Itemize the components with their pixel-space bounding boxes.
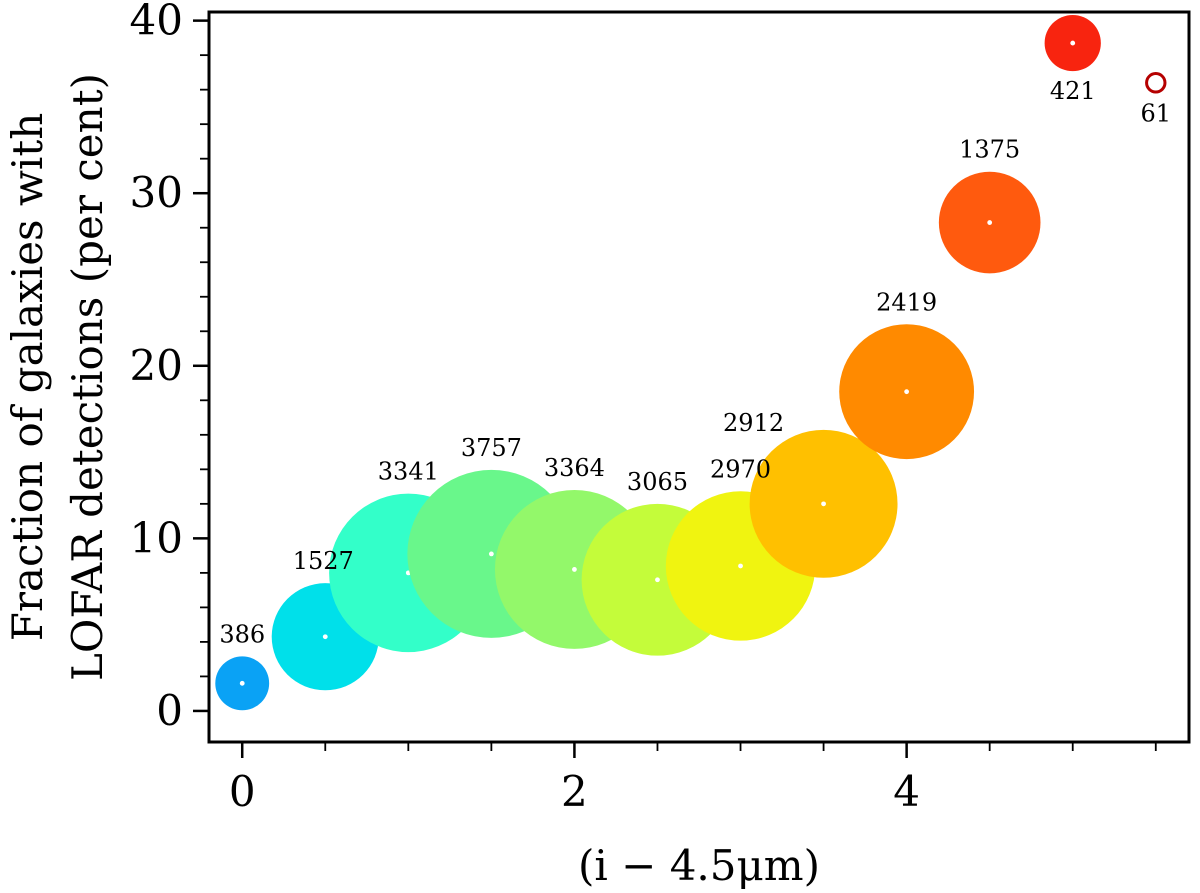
data-point-center-dot — [1153, 80, 1159, 86]
data-point-center-dot — [904, 389, 910, 395]
data-points — [215, 14, 1167, 711]
y-axis-title-line-1: Fraction of galaxies with — [3, 113, 52, 642]
data-point-center-dot — [488, 551, 494, 557]
data-point-center-dot — [821, 501, 826, 507]
point-count-label: 3341 — [378, 458, 439, 486]
point-count-label: 2912 — [723, 409, 784, 437]
x-tick-label: 0 — [229, 767, 256, 816]
y-tick-label: 40 — [130, 0, 183, 45]
point-count-label: 1527 — [293, 547, 354, 575]
x-tick-label: 4 — [893, 767, 920, 816]
data-point-center-dot — [322, 634, 328, 640]
plot-frame — [207, 10, 1191, 744]
data-point-center-dot — [655, 577, 660, 583]
y-axis-title-line-2: LOFAR detections (per cent) — [63, 73, 112, 681]
data-point-center-dot — [987, 220, 993, 225]
x-tick-label: 2 — [561, 767, 588, 816]
point-count-label: 386 — [219, 620, 265, 648]
point-count-label: 3757 — [461, 434, 522, 462]
data-point-center-dot — [1070, 40, 1076, 46]
y-tick-label: 30 — [130, 168, 183, 217]
axis-labels: 0 10 20 30 40 0 2 4 (i − 4.5μm) Fraction of galax… — [3, 0, 1171, 890]
y-tick-label: 10 — [130, 513, 183, 562]
point-count-label: 3065 — [627, 468, 688, 496]
data-point-center-dot — [239, 680, 245, 686]
y-tick-label: 20 — [130, 341, 183, 390]
point-count-label: 3364 — [544, 454, 605, 482]
point-count-label: 421 — [1050, 77, 1096, 105]
y-tick-label: 0 — [156, 686, 183, 735]
data-point-center-dot — [738, 563, 743, 569]
point-count-label: 1375 — [959, 136, 1020, 164]
x-axis-title: (i − 4.5μm) — [578, 841, 820, 890]
data-point-center-dot — [572, 567, 577, 572]
point-count-label: 61 — [1141, 99, 1172, 127]
point-count-label: 2970 — [710, 455, 771, 483]
point-count-label: 2419 — [876, 288, 937, 316]
